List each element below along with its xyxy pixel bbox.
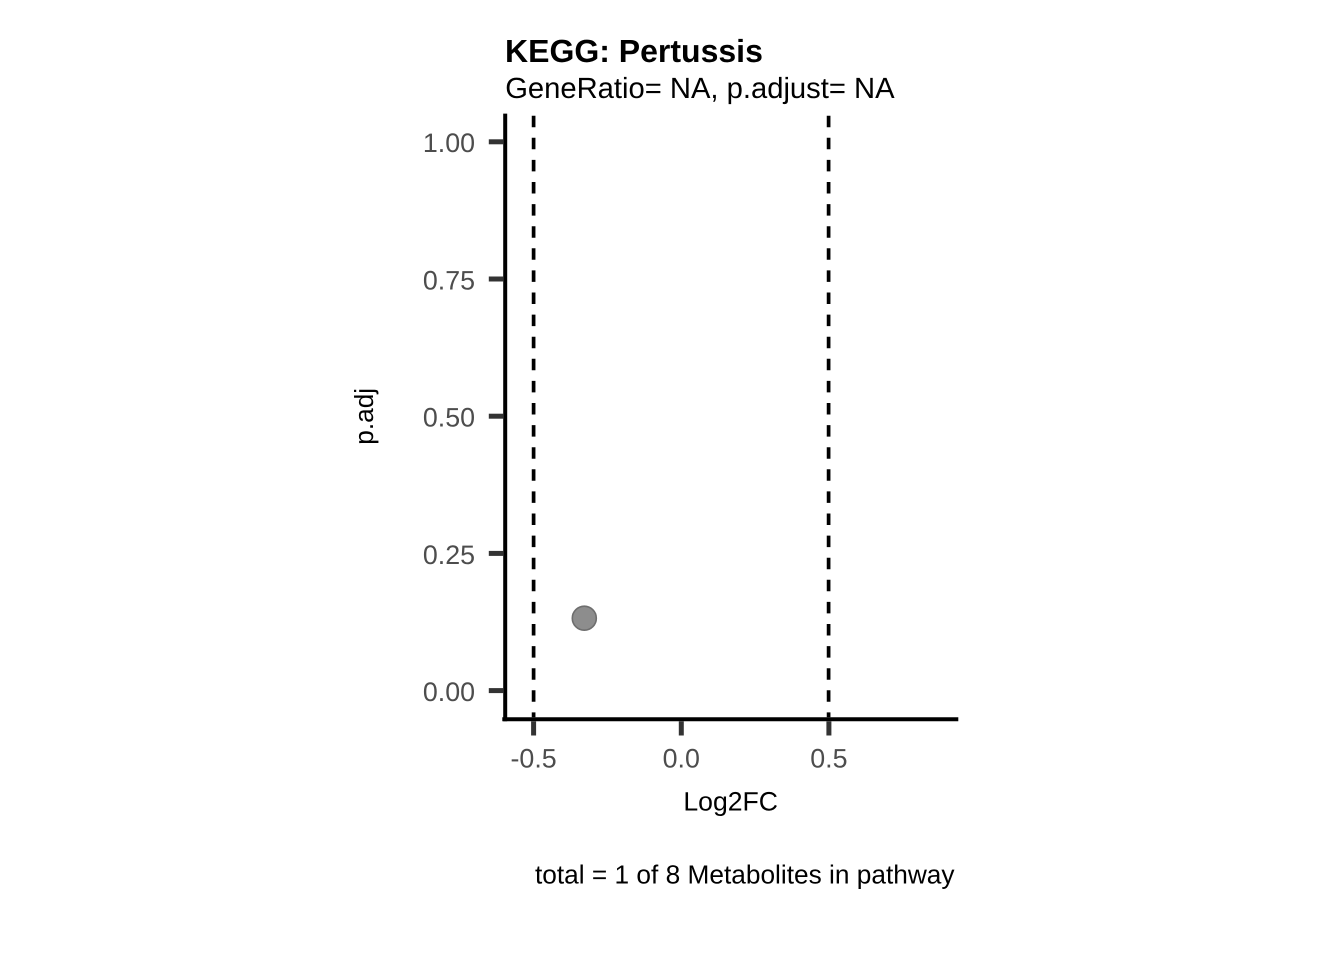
svg-text:total = 1 of 8 Metabolites in: total = 1 of 8 Metabolites in pathway: [535, 859, 955, 889]
svg-text:GeneRatio= NA, p.adjust= NA: GeneRatio= NA, p.adjust= NA: [505, 73, 895, 105]
svg-text:0.50: 0.50: [423, 403, 475, 433]
svg-text:KEGG: Pertussis: KEGG: Pertussis: [505, 33, 763, 69]
svg-text:0.75: 0.75: [423, 265, 475, 295]
svg-text:0.0: 0.0: [663, 744, 700, 774]
svg-text:1.00: 1.00: [423, 128, 475, 158]
svg-text:0.5: 0.5: [810, 744, 847, 774]
svg-text:Log2FC: Log2FC: [683, 787, 778, 817]
svg-text:p.adj: p.adj: [349, 388, 379, 445]
svg-text:-0.5: -0.5: [511, 744, 557, 774]
svg-text:0.25: 0.25: [423, 540, 475, 570]
svg-text:0.00: 0.00: [423, 677, 475, 707]
